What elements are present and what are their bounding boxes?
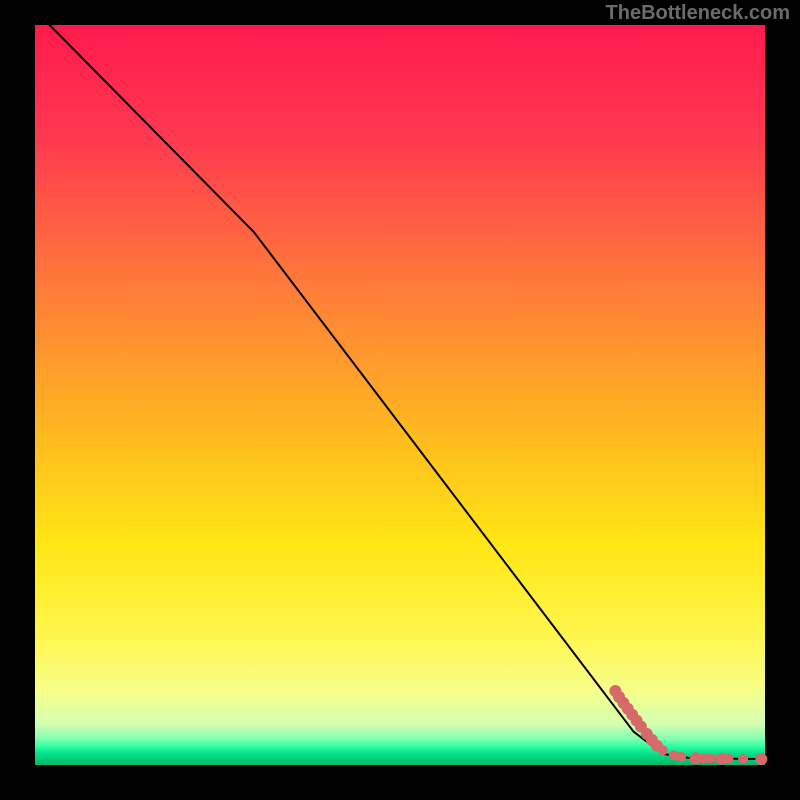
watermark-text: TheBottleneck.com xyxy=(606,2,790,25)
data-marker xyxy=(705,753,715,763)
data-marker xyxy=(658,745,668,755)
data-marker xyxy=(738,754,748,764)
data-marker xyxy=(676,752,686,762)
chart-frame: TheBottleneck.com xyxy=(0,0,800,800)
plot-svg xyxy=(0,0,800,800)
gradient-background xyxy=(35,25,765,765)
data-marker xyxy=(755,753,767,765)
data-marker xyxy=(724,754,734,764)
